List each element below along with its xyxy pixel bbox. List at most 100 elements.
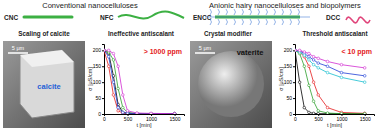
tick-mark bbox=[102, 114, 104, 115]
tick: 0 bbox=[289, 111, 295, 117]
marker bbox=[317, 62, 320, 65]
hair bbox=[282, 19, 284, 25]
hair bbox=[218, 19, 220, 25]
tick: 50 bbox=[95, 95, 104, 101]
hair bbox=[218, 9, 220, 15]
hair bbox=[266, 19, 268, 25]
axis-title: σ [μS/cm] bbox=[87, 67, 93, 91]
caption: Threshold antiscalant bbox=[302, 30, 368, 37]
marker bbox=[326, 71, 329, 74]
marker bbox=[295, 49, 296, 52]
marker bbox=[340, 63, 343, 66]
marker bbox=[363, 67, 366, 70]
marker bbox=[326, 112, 329, 114]
material-name: DCC bbox=[326, 14, 340, 21]
hair bbox=[274, 19, 276, 25]
y-axis: 050100150200 bbox=[93, 45, 105, 118]
marker bbox=[317, 57, 320, 60]
hair bbox=[258, 9, 260, 15]
caption: Scaling of calcite bbox=[18, 30, 70, 38]
dcc-chain bbox=[346, 17, 370, 23]
marker bbox=[298, 81, 301, 84]
tick-label: 0 bbox=[103, 116, 106, 122]
marker bbox=[308, 84, 311, 87]
marker bbox=[312, 100, 315, 103]
tick: 1000 bbox=[336, 114, 347, 122]
tick-mark bbox=[293, 82, 295, 83]
tick-label: 500 bbox=[124, 116, 133, 122]
marker bbox=[107, 55, 110, 58]
marker bbox=[136, 112, 139, 114]
marker bbox=[150, 112, 153, 114]
sem-image bbox=[3, 41, 85, 128]
tick: 100 bbox=[284, 79, 295, 85]
image-label: calcite bbox=[37, 82, 60, 91]
hair bbox=[258, 19, 260, 25]
series-line bbox=[295, 50, 365, 113]
marker bbox=[326, 65, 329, 68]
tick-label: 1000 bbox=[336, 116, 347, 122]
marker bbox=[298, 50, 301, 53]
marker bbox=[112, 94, 115, 97]
marker bbox=[117, 87, 120, 90]
marker bbox=[173, 112, 176, 114]
marker bbox=[312, 55, 315, 58]
cnc-rod bbox=[24, 16, 72, 19]
tick-label: 100 bbox=[284, 79, 293, 85]
material-name: ENCC bbox=[193, 14, 212, 21]
series-line bbox=[104, 50, 175, 113]
series-line bbox=[295, 50, 365, 113]
scale-bar-label: 5 μm bbox=[12, 45, 25, 51]
tick-mark bbox=[293, 114, 295, 115]
marker bbox=[317, 112, 320, 114]
tick: 0 bbox=[294, 114, 297, 122]
marker bbox=[295, 49, 296, 52]
tick-label: 0 bbox=[98, 111, 101, 117]
hair bbox=[282, 9, 284, 15]
marker bbox=[308, 111, 311, 114]
marker bbox=[104, 49, 105, 52]
chart: 050010001500050100150200σ [μS/cm] bbox=[278, 45, 375, 122]
marker bbox=[363, 81, 366, 84]
series-line bbox=[104, 50, 175, 113]
hair bbox=[274, 9, 276, 15]
tick-label: 50 bbox=[286, 95, 292, 101]
marker bbox=[295, 49, 296, 52]
tick-mark bbox=[102, 98, 104, 99]
marker bbox=[363, 75, 366, 78]
series-line bbox=[295, 50, 365, 82]
marker bbox=[295, 49, 296, 52]
marker bbox=[122, 111, 125, 114]
marker bbox=[104, 49, 105, 52]
marker bbox=[112, 81, 115, 84]
marker bbox=[340, 112, 343, 114]
hair bbox=[226, 19, 228, 25]
tick: 1500 bbox=[170, 114, 181, 122]
caption: Crystal modifier bbox=[204, 30, 252, 38]
marker bbox=[308, 65, 311, 68]
nfc-fibril bbox=[118, 12, 184, 19]
chart: 050010001500050100150200σ [μS/cm] bbox=[87, 45, 185, 122]
tick: 200 bbox=[284, 47, 295, 53]
marker bbox=[150, 112, 153, 114]
graphical-abstract: Conventional nanocellulosesAnionic hairy… bbox=[0, 0, 378, 130]
marker bbox=[340, 112, 343, 114]
scale-bar bbox=[8, 52, 28, 54]
marker bbox=[317, 94, 320, 97]
marker bbox=[104, 49, 105, 52]
sem-image bbox=[190, 41, 272, 128]
hair bbox=[234, 19, 236, 25]
tick-label: 150 bbox=[93, 63, 102, 69]
tick: 0 bbox=[103, 114, 106, 122]
marker bbox=[117, 65, 120, 68]
tick-label: 0 bbox=[294, 116, 297, 122]
marker bbox=[317, 110, 320, 113]
marker bbox=[104, 49, 105, 52]
marker bbox=[122, 94, 125, 97]
marker bbox=[173, 112, 176, 114]
hair bbox=[266, 9, 268, 15]
calcite-crystal bbox=[20, 50, 74, 118]
material-name: NFC bbox=[100, 14, 114, 21]
marker bbox=[340, 76, 343, 79]
tick: 150 bbox=[284, 63, 295, 69]
